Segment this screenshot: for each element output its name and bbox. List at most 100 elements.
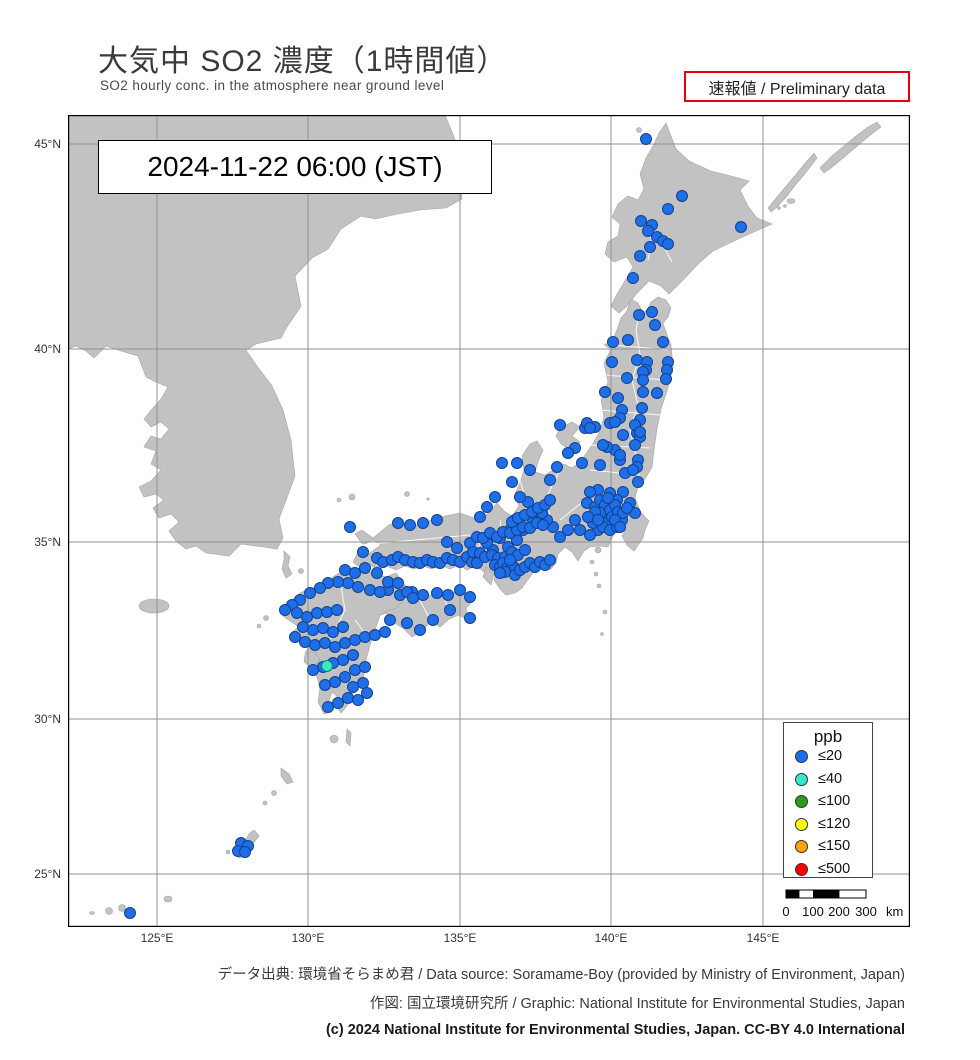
station-dot (594, 459, 606, 471)
station-dot (649, 319, 661, 331)
legend-color-dot (795, 795, 808, 809)
station-dot (640, 133, 652, 145)
station-dot (417, 517, 429, 529)
station-dot (352, 694, 364, 706)
legend-color-dot (795, 817, 808, 831)
island-awaji (482, 566, 495, 586)
station-dot (614, 449, 626, 461)
station-dot (662, 203, 674, 215)
station-dot (657, 336, 669, 348)
legend-item-label: ≤150 (818, 838, 851, 855)
legend-color-dot (795, 863, 808, 876)
station-dot (332, 576, 344, 588)
station-dot (660, 373, 672, 385)
station-dot (544, 554, 556, 566)
legend-item-label: ≤20 (818, 748, 843, 764)
station-dot (359, 661, 371, 673)
station-dot (339, 637, 351, 649)
station-dot (609, 416, 621, 428)
preliminary-data-badge: 速報値 / Preliminary data (684, 71, 910, 102)
station-dot (349, 567, 361, 579)
station-dot (431, 514, 443, 526)
station-dot (576, 457, 588, 469)
station-dot (514, 491, 526, 503)
station-dot (494, 567, 506, 579)
station-dot (404, 519, 416, 531)
island-miyakejima (602, 609, 608, 615)
station-dot (124, 907, 136, 919)
station-dot (511, 457, 523, 469)
station-dot (407, 592, 419, 604)
lon-label: 125°E (140, 931, 174, 945)
island-oki-1 (348, 493, 356, 501)
station-dot (392, 517, 404, 529)
station-dot (337, 654, 349, 666)
island-dokdo (426, 497, 430, 501)
station-dot (347, 649, 359, 661)
scale-label-200: 200 (828, 904, 850, 919)
station-dot (637, 374, 649, 386)
station-dot (634, 426, 646, 438)
station-dot (384, 614, 396, 626)
island-etorofu (819, 121, 882, 174)
station-dot (352, 581, 364, 593)
station-dot (662, 238, 674, 250)
station-dot (551, 461, 563, 473)
station-dot (506, 476, 518, 488)
station-dot (297, 621, 309, 633)
station-dot (632, 476, 644, 488)
station-dot (339, 671, 351, 683)
station-dot (627, 272, 639, 284)
island-tokunoshima (271, 790, 277, 796)
station-dot (574, 524, 586, 536)
footer-graphic-credit: 作図: 国立環境研究所 / Graphic: National Institut… (369, 996, 905, 1012)
island-miyako (163, 895, 173, 903)
station-dot (309, 639, 321, 651)
island-izu-oshima (594, 546, 602, 554)
station-dot (304, 587, 316, 599)
lat-label: 40°N (34, 342, 61, 356)
page-title: 大気中 SO2 濃度（1時間値） (98, 45, 508, 78)
station-dot (481, 501, 493, 513)
station-dot (544, 474, 556, 486)
station-dot (627, 464, 639, 476)
legend-item: ≤150 (784, 837, 872, 857)
legend-item-label: ≤120 (818, 815, 851, 832)
station-dot (451, 542, 463, 554)
legend-item-label: ≤40 (818, 770, 843, 787)
island-rishiri (636, 127, 642, 133)
station-dot (617, 486, 629, 498)
footer-copyright: (c) 2024 National Institute for Environm… (325, 1022, 905, 1038)
station-dot (427, 614, 439, 626)
station-dot (584, 529, 596, 541)
station-dot (289, 631, 301, 643)
station-dot (597, 439, 609, 451)
station-dot (359, 631, 371, 643)
station-dot (614, 521, 626, 533)
station-dot (329, 641, 341, 653)
legend-color-dot (795, 772, 808, 786)
station-dot (554, 531, 566, 543)
page-subtitle: SO2 hourly conc. in the atmosphere near … (100, 78, 445, 93)
station-dot (307, 624, 319, 636)
station-dot (319, 637, 331, 649)
island-habomai-1 (777, 206, 781, 210)
island-iki (298, 568, 304, 574)
station-dot (642, 225, 654, 237)
station-dot (382, 576, 394, 588)
legend-box: ppb ≤20 ≤40 ≤100 ≤120 ≤150 ≤500 (783, 722, 873, 878)
island-ishigaki (118, 904, 126, 912)
station-dot (347, 681, 359, 693)
station-dot (646, 306, 658, 318)
station-dot (239, 846, 251, 858)
legend-color-dot (795, 750, 808, 763)
station-dot (612, 392, 624, 404)
station-dots (124, 133, 747, 919)
island-yonaguni (89, 911, 95, 915)
legend-item: ≤120 (784, 815, 872, 835)
station-dot (496, 457, 508, 469)
station-dot (617, 429, 629, 441)
station-dot (369, 629, 381, 641)
island-goto-1 (263, 615, 269, 621)
station-dot (317, 622, 329, 634)
